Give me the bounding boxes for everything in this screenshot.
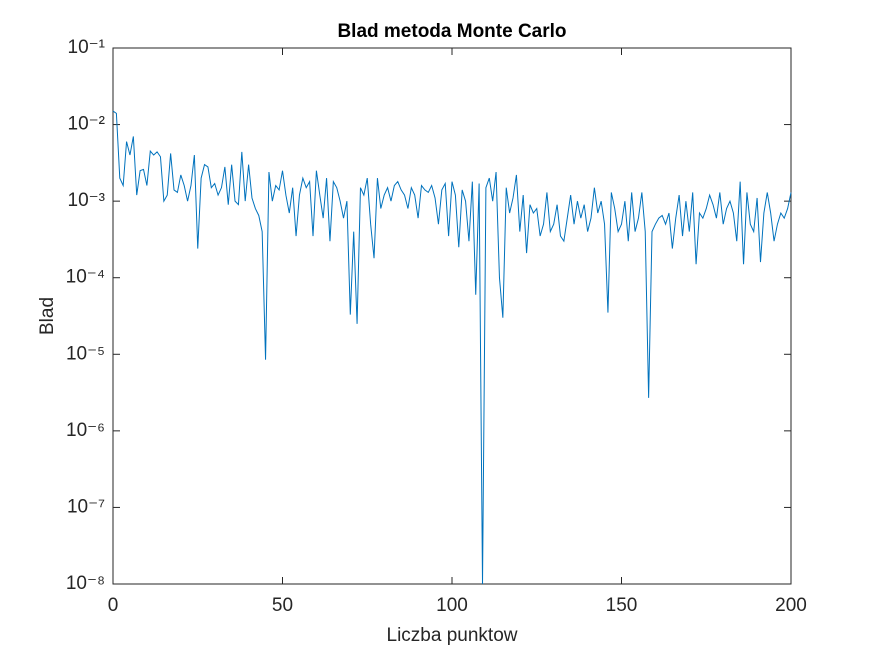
y-tick-label: 10⁻⁴: [66, 267, 105, 288]
x-tick-label: 0: [108, 595, 119, 616]
y-tick-label: 10⁻²: [68, 114, 106, 135]
y-tick-label: 10⁻¹: [68, 37, 106, 58]
y-tick-label: 10⁻⁵: [66, 343, 105, 364]
x-tick-label: 50: [272, 595, 293, 616]
x-tick-label: 100: [436, 595, 468, 616]
x-axis-label: Liczba punktow: [387, 625, 518, 646]
y-axis-label: Blad: [37, 297, 58, 335]
axes-box: [112, 47, 792, 585]
y-tick-label: 10⁻³: [68, 190, 106, 211]
x-tick-label: 200: [775, 595, 807, 616]
x-tick-label: 150: [606, 595, 638, 616]
chart-title: Blad metoda Monte Carlo: [337, 21, 566, 42]
y-tick-label: 10⁻⁸: [66, 573, 105, 594]
data-line: [112, 110, 792, 585]
y-tick-label: 10⁻⁷: [67, 496, 105, 517]
y-tick-label: 10⁻⁶: [66, 420, 105, 441]
